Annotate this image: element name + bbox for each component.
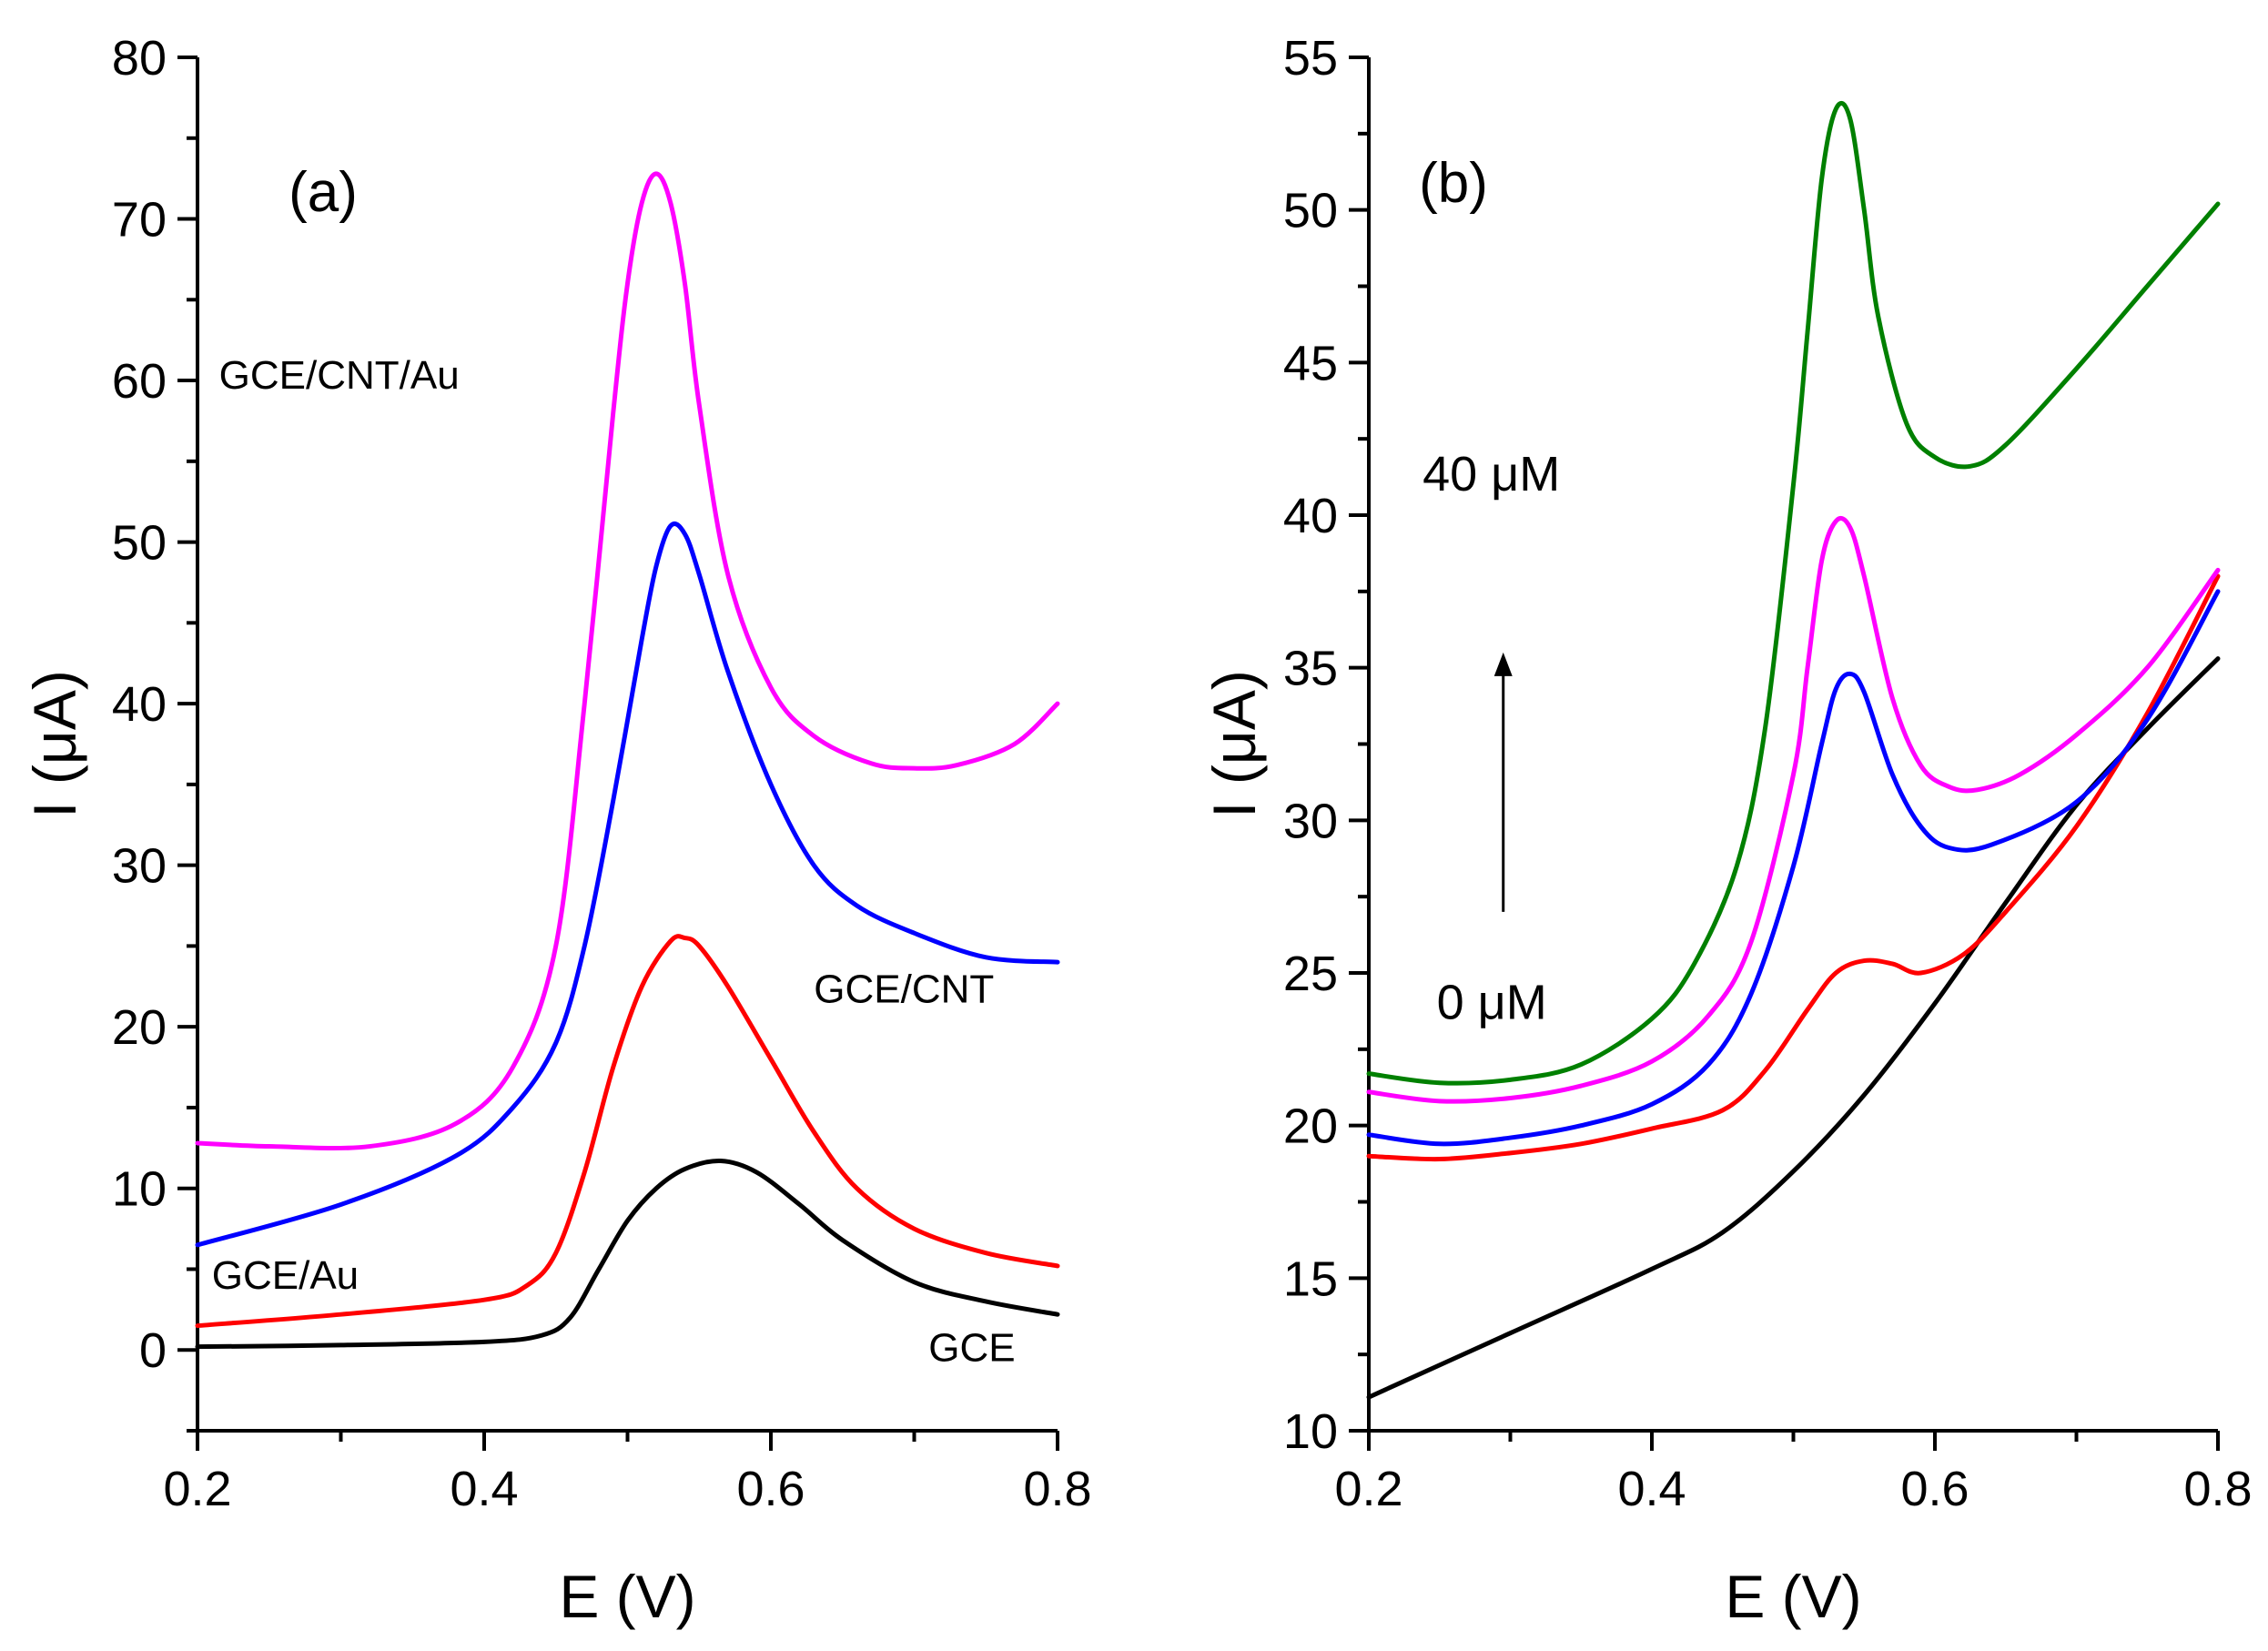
series-line-20-m [1366,589,2221,1147]
x-tick-label: 0.2 [1334,1462,1402,1516]
series-line-gce [195,1159,1060,1350]
chart-panel-b: 10 15 20 25 30 35 40 45 50 55 0.2 0.4 0.6 0.8 E (V) I (… [1200,31,2252,1630]
y-tick-label: 20 [112,1000,167,1055]
y-tick-label: 50 [112,516,167,571]
annotation-label: 0 μM [1437,975,1547,1029]
x-tick-label: 0.6 [1900,1462,1969,1516]
panel-label: (a) [289,161,358,224]
annotation-label: GCE [928,1326,1015,1371]
y-tick-label: 50 [1283,184,1338,238]
y-tick-label: 70 [112,193,167,248]
chart-panel-a: 0 10 20 30 40 50 60 70 80 0.2 0.4 0.6 0.8 E (V) I (μA)… [21,31,1091,1630]
x-tick-label: 0.2 [163,1462,231,1516]
series-line-gce-cnt-au [195,171,1060,1151]
annotation-label: GCE/CNT/Au [219,353,460,398]
x-tick-label: 0.4 [1617,1462,1686,1516]
y-tick-label: 40 [1283,489,1338,543]
x-tick-label: 0.6 [736,1462,805,1516]
series-line-gce-au [195,934,1060,1329]
series-line-40-m [1366,100,2221,1086]
y-tick-label: 60 [112,354,167,409]
y-tick-label: 30 [1283,794,1338,848]
y-tick-label: 30 [112,839,167,894]
y-tick-label: 25 [1283,947,1338,1001]
y-tick-label: 40 [112,677,167,732]
panel-label: (b) [1419,152,1488,215]
y-tick-label: 45 [1283,336,1338,390]
series-line-gce-cnt [195,521,1060,1248]
y-axis-title: I (μA) [21,670,88,818]
y-tick-label: 10 [112,1162,167,1217]
y-tick-label: 20 [1283,1099,1338,1154]
y-tick-label: 55 [1283,31,1338,86]
y-axis-title: I (μA) [1200,670,1268,818]
y-tick-label: 10 [1283,1404,1338,1459]
annotation-label: 40 μM [1423,447,1560,501]
y-tick-label: 15 [1283,1251,1338,1306]
annotation-label: GCE/CNT [814,967,994,1012]
series-line-30-m [1366,515,2221,1104]
annotation-label: GCE/Au [212,1253,359,1298]
series-line-10-m [1366,573,2221,1162]
x-axis-title: E (V) [559,1563,695,1630]
x-tick-label: 0.8 [2183,1462,2252,1516]
y-tick-label: 0 [139,1323,167,1378]
x-tick-label: 0.4 [450,1462,518,1516]
arrow-head [1493,652,1513,676]
x-axis-title: E (V) [1725,1563,1861,1630]
y-tick-label: 35 [1283,642,1338,696]
y-tick-label: 80 [112,31,167,86]
x-tick-label: 0.8 [1023,1462,1091,1516]
